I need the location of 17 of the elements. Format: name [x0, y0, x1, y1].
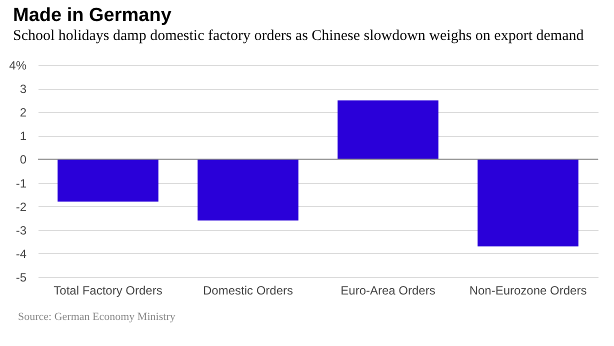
y-tick-label: 0	[20, 152, 27, 167]
y-tick-label: 1	[20, 129, 27, 144]
source-note: Source: German Economy Ministry	[18, 311, 176, 323]
x-tick-label: Non-Eurozone Orders	[469, 284, 587, 298]
y-tick-label: -5	[16, 270, 27, 284]
y-tick-label: 2	[20, 106, 27, 120]
y-tick-label: 4%	[9, 58, 27, 72]
x-tick-label: Euro-Area Orders	[340, 284, 436, 298]
y-tick-label: -2	[16, 200, 27, 214]
chart-title: Made in Germany	[13, 5, 172, 26]
y-tick-label: -4	[16, 246, 27, 261]
y-tick-label: -1	[16, 176, 27, 190]
y-tick-label: -3	[16, 223, 27, 238]
y-tick-label: 3	[20, 82, 27, 96]
chart-subtitle: School holidays damp domestic factory orders as Chinese slowdown weighs on export demand	[13, 28, 584, 44]
x-tick-label: Domestic Orders	[202, 284, 294, 298]
x-tick-label: Total Factory Orders	[54, 284, 162, 298]
